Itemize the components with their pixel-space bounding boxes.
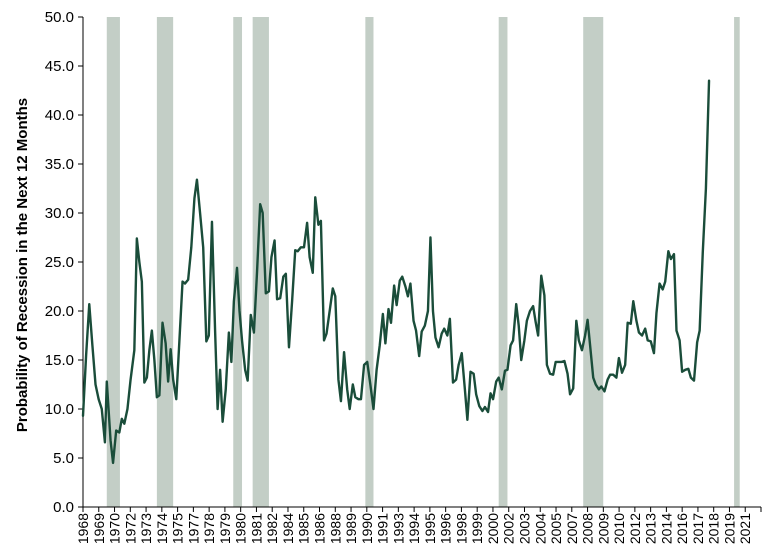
- x-tick-label: 1974: [154, 513, 170, 544]
- recession-band-8: [734, 17, 740, 507]
- x-tick-label: 2012: [627, 513, 643, 544]
- x-tick-label: 1981: [248, 513, 264, 544]
- x-tick-label: 1970: [107, 513, 123, 544]
- x-tick-label: 1982: [264, 513, 280, 544]
- x-tick-label: 2007: [564, 513, 580, 544]
- recession-band-4: [252, 17, 269, 507]
- y-tick-label: 35.0: [45, 156, 74, 173]
- x-tick-label: 1995: [422, 513, 438, 544]
- y-tick-label: 30.0: [45, 205, 74, 222]
- x-tick-label: 2008: [580, 513, 596, 544]
- x-tick-label: 2005: [548, 513, 564, 544]
- x-tick-label: 1980: [233, 513, 249, 544]
- x-tick-label: 1996: [438, 513, 454, 544]
- x-tick-label: 2000: [485, 513, 501, 544]
- x-tick-label: 2018: [706, 513, 722, 544]
- y-axis-ticks: 0.0 5.0 10.0 15.0 20.0 25.0 30.0 35.0 40.0 45.0 50…: [45, 9, 83, 516]
- recession-bands: [106, 17, 740, 507]
- x-tick-label: 1985: [296, 513, 312, 544]
- y-tick-label: 5.0: [53, 450, 74, 467]
- axes: [82, 17, 761, 508]
- x-tick-label: 2009: [595, 513, 611, 544]
- series-line-recession-probability: [81, 79, 711, 465]
- x-tick-label: 1973: [138, 513, 154, 544]
- x-tick-label: 1991: [375, 513, 391, 544]
- x-tick-label: 1975: [170, 513, 186, 544]
- series: [81, 79, 711, 465]
- y-tick-label: 25.0: [45, 254, 74, 271]
- recession-band-7: [583, 17, 604, 507]
- x-tick-label: 1978: [201, 513, 217, 544]
- x-tick-label: 1968: [75, 513, 91, 544]
- y-tick-label: 40.0: [45, 107, 74, 124]
- x-tick-label: 1994: [406, 513, 422, 544]
- x-tick-label: 2013: [643, 513, 659, 544]
- y-tick-label: 15.0: [45, 352, 74, 369]
- y-tick-label: 45.0: [45, 58, 74, 75]
- x-tick-label: 2014: [658, 513, 674, 544]
- x-tick-label: 2017: [690, 513, 706, 544]
- x-tick-label: 1988: [327, 513, 343, 544]
- x-axis-ticks: 1968 1969 1970 1972 1973 1974 1975 1977 1978 1979…: [75, 507, 762, 544]
- y-tick-label: 0.0: [53, 499, 74, 516]
- x-tick-label: 1977: [185, 513, 201, 544]
- x-tick-label: 2016: [674, 513, 690, 544]
- recession-band-3: [233, 17, 243, 507]
- x-tick-label: 1998: [453, 513, 469, 544]
- x-tick-label: 1972: [122, 513, 138, 544]
- x-tick-label: 2021: [737, 513, 753, 544]
- x-tick-label: 1984: [280, 513, 296, 544]
- x-tick-label: 2003: [516, 513, 532, 544]
- x-tick-label: 2004: [532, 513, 548, 544]
- x-tick-label: 1979: [217, 513, 233, 544]
- x-tick-label: 1986: [312, 513, 328, 544]
- x-tick-label: 2010: [611, 513, 627, 544]
- x-tick-label: 1969: [91, 513, 107, 544]
- recession-band-5: [365, 17, 374, 507]
- recession-band-2: [156, 17, 174, 507]
- y-tick-label: 10.0: [45, 401, 74, 418]
- x-tick-label: 2019: [721, 513, 737, 544]
- x-tick-label: 2002: [501, 513, 517, 544]
- y-tick-label: 20.0: [45, 303, 74, 320]
- x-tick-label: 1999: [469, 513, 485, 544]
- x-tick-label: 1990: [359, 513, 375, 544]
- x-tick-label: 1989: [343, 513, 359, 544]
- y-tick-label: 50.0: [45, 9, 74, 26]
- x-tick-label: 1993: [390, 513, 406, 544]
- recession-band-1: [106, 17, 120, 507]
- y-axis-title: Probability of Recession in the Next 12 …: [14, 98, 31, 432]
- recession-band-6: [498, 17, 508, 507]
